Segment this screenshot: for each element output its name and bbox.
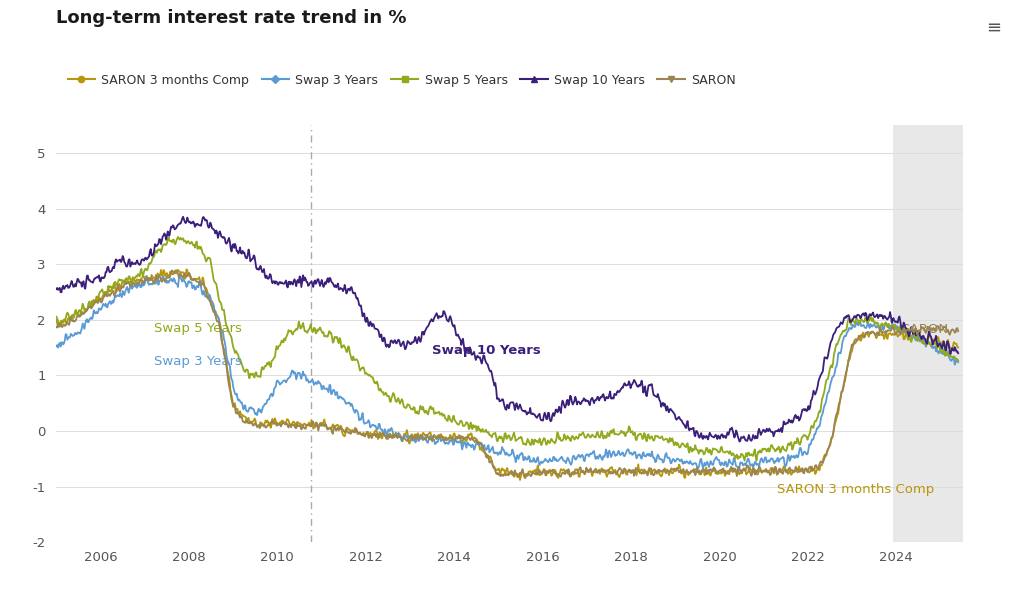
Text: SARON 3 months Comp: SARON 3 months Comp xyxy=(777,483,934,496)
Text: Swap 10 Years: Swap 10 Years xyxy=(432,344,541,357)
Text: ≡: ≡ xyxy=(986,19,1001,37)
Bar xyxy=(893,125,985,542)
Text: Long-term interest rate trend in %: Long-term interest rate trend in % xyxy=(56,9,407,27)
Text: Swap 3 Years: Swap 3 Years xyxy=(154,355,242,368)
Legend: SARON 3 months Comp, Swap 3 Years, Swap 5 Years, Swap 10 Years, SARON: SARON 3 months Comp, Swap 3 Years, Swap … xyxy=(62,69,740,92)
Text: SARON: SARON xyxy=(901,324,948,336)
Text: Swap 5 Years: Swap 5 Years xyxy=(154,322,242,335)
